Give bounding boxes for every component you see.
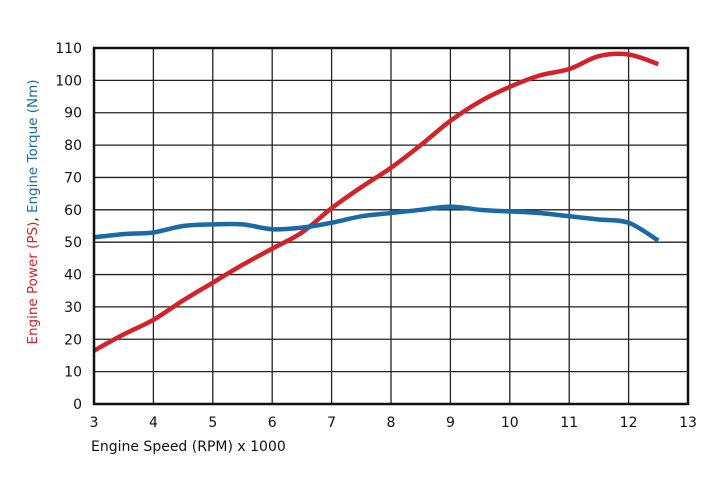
x-tick-label: 4 (149, 415, 158, 431)
y-axis-label-part: , (25, 213, 41, 222)
x-tick-label: 3 (90, 415, 99, 431)
y-tick-label: 80 (64, 138, 82, 154)
y-axis-label-part: Engine Torque (Nm) (25, 79, 41, 213)
y-tick-label: 0 (73, 397, 82, 413)
y-tick-label: 90 (64, 106, 82, 122)
engine-power-line (92, 51, 660, 353)
x-tick-label: 6 (268, 415, 277, 431)
x-axis-label: Engine Speed (RPM) x 1000 (91, 439, 286, 455)
y-axis-label-part: Engine Power (PS) (25, 222, 41, 345)
x-tick-label: 7 (327, 415, 336, 431)
x-tick-labels: 3 4 5 6 7 8 9 10 11 12 13 (90, 415, 697, 431)
x-tick-label: 10 (501, 415, 519, 431)
y-tick-label: 40 (64, 268, 82, 284)
x-tick-label: 13 (679, 415, 697, 431)
series (92, 51, 660, 353)
y-tick-labels: 0 10 20 30 40 50 60 70 80 90 100 110 (55, 41, 82, 413)
y-tick-label: 30 (64, 300, 82, 316)
y-tick-label: 10 (64, 365, 82, 381)
y-tick-label: 50 (64, 235, 82, 251)
y-axis-label: Engine Power (PS), Engine Torque (Nm) (25, 79, 41, 344)
x-tick-label: 12 (620, 415, 638, 431)
plot-frame (92, 46, 690, 406)
y-tick-label: 110 (55, 41, 82, 57)
engine-torque-line (93, 204, 660, 243)
x-tick-label: 5 (208, 415, 217, 431)
y-tick-label: 100 (55, 73, 82, 89)
x-tick-label: 9 (446, 415, 455, 431)
y-tick-label: 60 (64, 203, 82, 219)
y-tick-label: 20 (64, 332, 82, 348)
x-tick-label: 11 (560, 415, 578, 431)
x-tick-label: 8 (387, 415, 396, 431)
y-tick-label: 70 (64, 170, 82, 186)
